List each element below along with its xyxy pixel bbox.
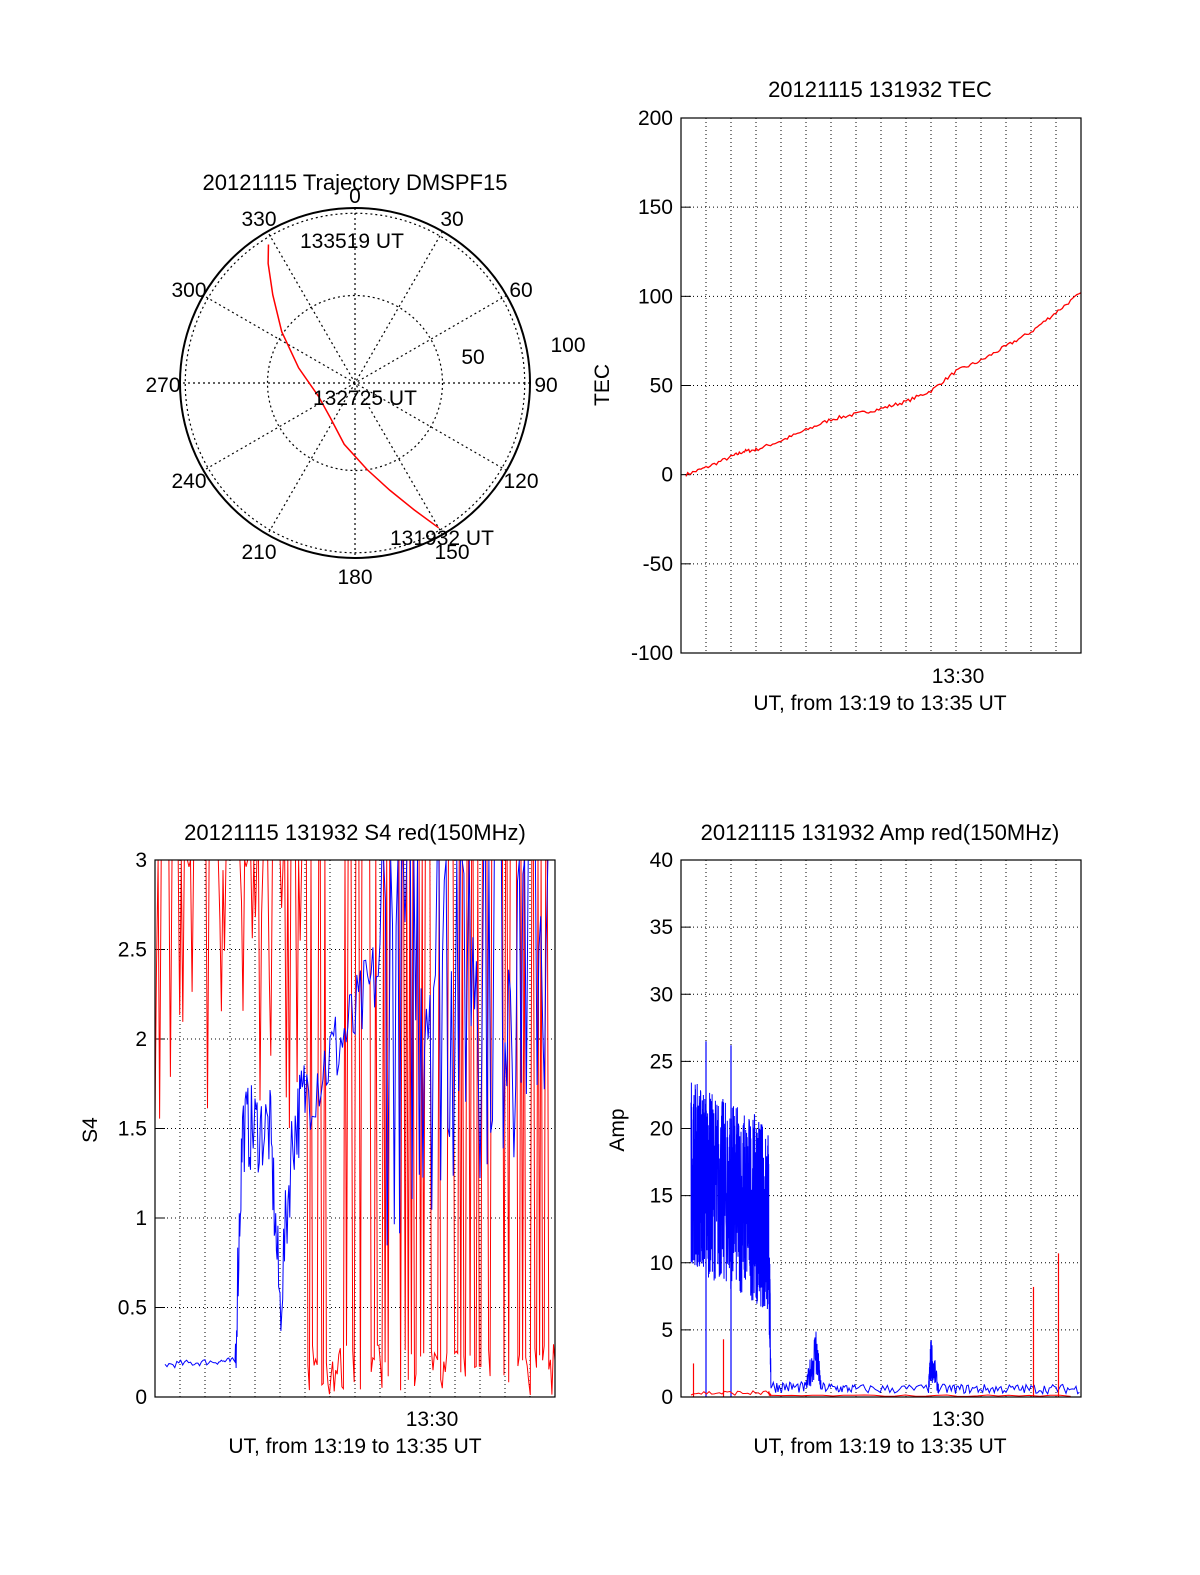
polar-title: 20121115 Trajectory DMSPF15 <box>203 170 508 195</box>
az-label-0: 0 <box>349 185 361 208</box>
amp-title: 20121115 131932 Amp red(150MHz) <box>701 820 1060 845</box>
amp-red-line <box>690 1390 1071 1397</box>
s4-blue-line <box>164 859 554 1369</box>
amp-ylabel: Amp <box>606 1108 629 1151</box>
y-tick-label: -100 <box>631 642 673 665</box>
y-tick-label: 1 <box>135 1207 147 1230</box>
s4-ytick-labels: 0 0.5 1 1.5 2 2.5 3 <box>118 849 147 1409</box>
y-tick-label: 5 <box>661 1319 673 1342</box>
polar-panel: 20121115 Trajectory DMSPF15 0 30 60 90 1… <box>145 170 585 589</box>
y-tick-label: 0 <box>661 1386 673 1409</box>
az-label-120: 120 <box>503 470 538 493</box>
y-tick-label: 0 <box>135 1386 147 1409</box>
y-tick-label: 50 <box>650 375 673 398</box>
annotation-start-time: 131932 UT <box>390 527 494 550</box>
tec-series <box>685 292 1082 477</box>
tec-ytick-labels: -100 -50 0 50 100 150 200 <box>631 107 673 665</box>
az-label-90: 90 <box>534 374 557 397</box>
s4-series <box>154 859 556 1396</box>
tec-grid <box>681 117 1081 654</box>
y-tick-label: 30 <box>650 983 673 1006</box>
az-label-60: 60 <box>509 279 532 302</box>
radial-label-50: 50 <box>461 346 484 369</box>
annotation-end-time: 133519 UT <box>300 230 404 253</box>
tec-title: 20121115 131932 TEC <box>768 77 992 102</box>
radial-label-100: 100 <box>550 334 585 357</box>
az-label-30: 30 <box>440 208 463 231</box>
annotation-mid-time: 132725 UT <box>313 387 417 410</box>
y-tick-label: 35 <box>650 916 673 939</box>
amp-grid <box>681 859 1081 1398</box>
amp-ytick-labels: 0 5 10 15 20 25 30 35 40 <box>650 849 673 1409</box>
s4-xtick-label: 13:30 <box>406 1408 459 1431</box>
amp-series <box>690 1041 1080 1397</box>
az-label-330: 330 <box>241 208 276 231</box>
amp-xtick-label: 13:30 <box>932 1408 985 1431</box>
y-tick-label: -50 <box>643 553 673 576</box>
polar-spoke <box>266 231 444 535</box>
y-tick-label: 2 <box>135 1028 147 1051</box>
trajectory-line <box>267 244 440 529</box>
s4-xlabel: UT, from 13:19 to 13:35 UT <box>228 1435 481 1458</box>
tec-line <box>685 292 1082 477</box>
tec-panel: 20121115 131932 TEC -100-50050100150200 … <box>591 77 1082 715</box>
y-tick-label: 15 <box>650 1185 673 1208</box>
az-label-300: 300 <box>171 279 206 302</box>
y-tick-label: 0 <box>661 464 673 487</box>
polar-ring <box>266 294 444 472</box>
y-tick-label: 200 <box>638 107 673 130</box>
amp-panel: 20121115 131932 Amp red(150MHz) 0 5 10 15 20… <box>606 820 1082 1458</box>
az-label-210: 210 <box>241 541 276 564</box>
amp-xlabel: UT, from 13:19 to 13:35 UT <box>753 1435 1006 1458</box>
tec-ylabel: TEC <box>591 364 614 406</box>
az-label-180: 180 <box>337 566 372 589</box>
tec-plot-frame <box>680 117 1082 654</box>
az-label-270: 270 <box>145 374 180 397</box>
y-tick-label: 10 <box>650 1252 673 1275</box>
y-tick-label: 2.5 <box>118 939 147 962</box>
y-tick-label: 100 <box>638 285 673 308</box>
amp-plot-frame <box>680 859 1082 1398</box>
y-tick-label: 3 <box>135 849 147 872</box>
amp-blue-line <box>690 1082 1080 1396</box>
tec-xtick-label: 13:30 <box>932 665 985 688</box>
y-tick-label: 40 <box>650 849 673 872</box>
s4-ylabel: S4 <box>79 1117 102 1143</box>
y-tick-label: 1.5 <box>118 1118 147 1141</box>
polar-grid <box>180 208 530 558</box>
az-label-240: 240 <box>171 470 206 493</box>
s4-red-line <box>154 859 556 1396</box>
tec-xlabel: UT, from 13:19 to 13:35 UT <box>753 692 1006 715</box>
s4-plot-frame <box>154 859 556 1398</box>
y-tick-label: 25 <box>650 1050 673 1073</box>
polar-horizon-circle <box>179 207 531 559</box>
y-tick-label: 150 <box>638 196 673 219</box>
y-tick-label: 0.5 <box>118 1297 147 1320</box>
y-tick-label: 20 <box>650 1118 673 1141</box>
s4-title: 20121115 131932 S4 red(150MHz) <box>184 820 526 845</box>
s4-panel: 20121115 131932 S4 red(150MHz) 0 0.5 1 1.5 2… <box>79 820 556 1458</box>
az-label-150: 150 <box>434 541 469 564</box>
